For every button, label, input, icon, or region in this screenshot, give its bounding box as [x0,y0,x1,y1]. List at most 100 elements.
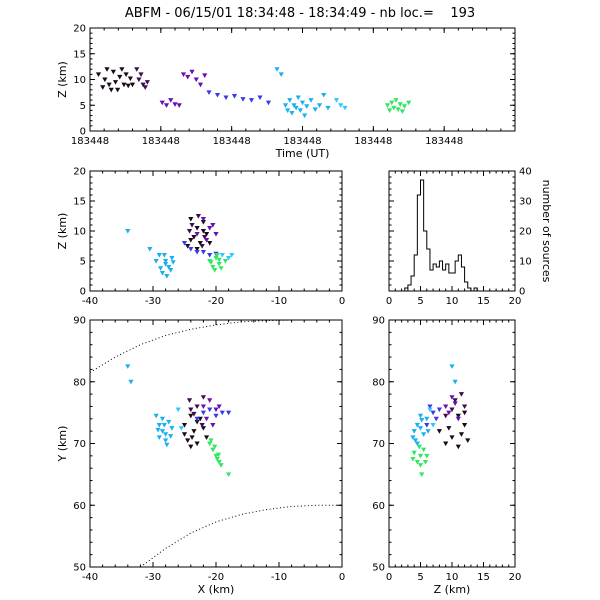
time-height-source-point [240,97,246,102]
x-y-source-point [156,422,162,428]
z-y-source-point [424,416,430,422]
x-z-source-point [181,241,188,246]
x-y-source-point [216,404,222,410]
x-z-source-point [210,223,216,228]
x-y-source-point [194,416,200,422]
x-z-source-point [163,262,169,267]
z-y-source-point [425,429,431,434]
x-y-source-point [194,441,200,447]
x-z-source-point [191,235,197,240]
time-height-source-point [136,77,142,83]
time-height-source-point [138,72,144,77]
z-y-source-point [446,410,452,416]
histogram-step-outline [389,179,515,292]
time-height-source-point [115,87,121,93]
x-z-source-point [169,256,175,261]
z-y-source-point [411,429,417,434]
x-y-source-point [161,422,167,428]
z-y-source-point [430,410,436,416]
x-y-source-point [188,444,194,450]
histogram-y-tick-label: 20 [519,227,532,238]
x-z-source-point [219,253,225,258]
z-y-source-point [424,453,430,459]
x-z-source-point [207,241,213,246]
z-y-source-point [417,426,424,431]
time-height-source-point [123,72,129,77]
x-z-source-point [157,266,164,271]
time-height-source-point [121,82,127,88]
x-z-source-point [147,247,153,252]
time-height-source-point [287,98,293,103]
time-height-source-point [95,72,102,77]
x-z-y-axis-label: Z (km) [56,213,69,250]
x-z-source-point [216,262,222,267]
histogram-x-tick-label: 5 [417,296,423,307]
x-z-source-point [218,266,224,271]
z-y-source-point [462,410,468,416]
time-height-source-point [406,100,412,106]
time-height-source-point [401,104,408,109]
time-height-source-point [189,69,195,75]
x-y-y-tick-label: 80 [73,377,86,388]
z-y-source-point [419,472,425,477]
x-y-source-point [199,422,205,428]
time-height-source-point [159,100,165,106]
z-y-source-point [458,392,465,397]
x-z-x-tick-label: -40 [82,296,98,307]
time-height-source-point [316,103,323,108]
x-y-source-point [194,404,200,410]
x-y-source-point [163,438,169,444]
z-y-source-point [455,444,461,450]
time-height-source-point [142,85,148,90]
time-height-y-axis-label: Z (km) [56,61,69,98]
time-height-source-point [108,87,114,93]
x-z-y-tick-label: 10 [73,227,86,238]
x-z-source-point [163,259,169,264]
z-y-x-tick-label: 20 [509,572,522,583]
x-z-source-point [189,223,195,228]
x-y-source-point [191,429,197,434]
z-y-source-point [427,407,433,413]
x-y-source-point [226,472,232,477]
time-height-source-point [265,100,272,106]
time-height-source-point [304,104,310,109]
x-z-source-point [194,250,200,255]
z-y-source-point [421,432,427,437]
histogram-y-tick-label: 30 [519,197,532,208]
time-height-source-point [117,74,123,80]
time-height-source-point [278,72,284,77]
x-y-source-point [166,419,172,425]
x-y-x-tick-label: -40 [82,572,98,583]
time-height-source-point [399,109,405,115]
z-y-y-tick-label: 70 [372,439,385,450]
time-height-source-point [100,85,106,90]
z-y-y-tick-label: 90 [372,316,385,327]
x-z-x-tick-label: -10 [271,296,287,307]
z-y-source-point [422,460,429,465]
x-z-source-point [226,256,232,261]
z-y-source-point [417,413,424,419]
time-height-source-point [168,98,174,103]
x-y-x-tick-label: 0 [339,572,345,583]
panel-x-z: -40 -30 -20 -10 0 0 5 10 15 20 Z (km) [56,167,345,308]
z-y-source-point [416,444,422,450]
time-height-y-tick-label: 5 [80,101,86,112]
x-y-y-tick-label: 90 [73,316,86,327]
histogram-x-tick-label: 10 [446,296,459,307]
z-y-source-point [417,453,424,459]
x-z-source-point [125,229,131,234]
histogram-x-tick-label: 15 [477,296,490,307]
x-y-range-arc [140,504,342,568]
time-height-source-point [185,74,191,80]
x-y-source-point [219,410,225,416]
x-y-source-point [207,407,213,413]
z-y-source-point [433,416,439,422]
time-height-source-point [214,92,221,98]
z-y-source-point [452,401,458,406]
x-y-y-tick-label: 60 [73,501,86,512]
histogram-x-tick-label: 0 [386,296,392,307]
x-y-source-point [208,438,214,444]
x-y-source-point [210,447,216,453]
x-y-source-point [156,435,162,440]
